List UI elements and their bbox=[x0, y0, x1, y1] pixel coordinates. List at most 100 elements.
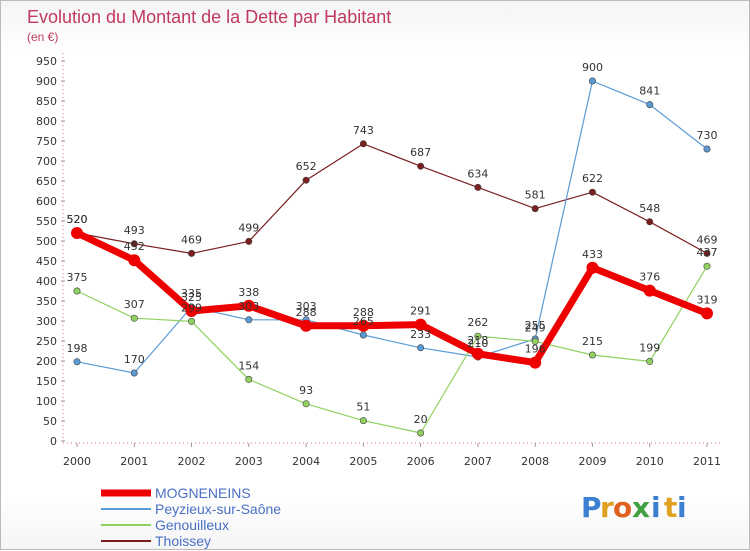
data-label: 437 bbox=[697, 246, 718, 259]
data-label: 325 bbox=[181, 291, 202, 304]
y-tick-label: 250 bbox=[36, 335, 57, 348]
data-label: 233 bbox=[410, 328, 431, 341]
data-point bbox=[529, 356, 542, 369]
y-tick-label: 50 bbox=[43, 415, 57, 428]
y-tick-label: 0 bbox=[50, 435, 57, 448]
data-label: 900 bbox=[582, 61, 603, 74]
y-tick-label: 350 bbox=[36, 295, 57, 308]
y-tick-label: 550 bbox=[36, 215, 57, 228]
data-label: 170 bbox=[124, 353, 145, 366]
y-tick-label: 150 bbox=[36, 375, 57, 388]
y-tick-label: 900 bbox=[36, 75, 57, 88]
data-point bbox=[474, 183, 482, 191]
series-line bbox=[75, 229, 709, 367]
x-tick-label: 2008 bbox=[521, 455, 549, 468]
data-label: 199 bbox=[639, 341, 660, 354]
data-point bbox=[646, 218, 654, 226]
logo-letter: i bbox=[651, 491, 661, 524]
data-label: 433 bbox=[582, 248, 603, 261]
data-point bbox=[588, 188, 596, 196]
data-point bbox=[359, 140, 367, 148]
legend-label: Thoissey bbox=[155, 533, 211, 549]
data-point bbox=[130, 240, 138, 248]
x-tick-label: 2011 bbox=[693, 455, 721, 468]
data-point bbox=[417, 344, 425, 352]
data-label: 265 bbox=[353, 315, 374, 328]
data-label: 376 bbox=[639, 271, 660, 284]
y-tick-label: 750 bbox=[36, 135, 57, 148]
chart-title: Evolution du Montant de la Dette par Hab… bbox=[27, 7, 391, 27]
chart-subtitle: (en €) bbox=[27, 30, 58, 44]
y-tick-label: 200 bbox=[36, 355, 57, 368]
series-layer bbox=[71, 77, 713, 437]
data-label: 730 bbox=[697, 129, 718, 142]
data-labels: 520 452 325 338 288 288 291 218 196 433 376 319 198 1… bbox=[67, 61, 718, 426]
data-label: 499 bbox=[238, 221, 259, 234]
data-label: 249 bbox=[525, 321, 546, 334]
logo-letter: r bbox=[600, 491, 614, 524]
data-point bbox=[300, 319, 313, 332]
x-tick-label: 2006 bbox=[407, 455, 435, 468]
logo-letter: i bbox=[677, 491, 687, 524]
data-label: 452 bbox=[124, 240, 145, 253]
data-label: 841 bbox=[639, 85, 660, 98]
data-point bbox=[188, 249, 196, 257]
data-label: 218 bbox=[467, 334, 488, 347]
y-tick-label: 300 bbox=[36, 315, 57, 328]
data-label: 196 bbox=[525, 343, 546, 356]
y-tick-label: 600 bbox=[36, 195, 57, 208]
logo-letter: t bbox=[664, 491, 677, 524]
data-label: 520 bbox=[67, 213, 88, 226]
y-tick-label: 450 bbox=[36, 255, 57, 268]
y-tick-label: 850 bbox=[36, 95, 57, 108]
data-point bbox=[646, 357, 654, 365]
data-point bbox=[643, 284, 656, 297]
data-point bbox=[588, 351, 596, 359]
y-tick-label: 100 bbox=[36, 395, 57, 408]
data-point bbox=[73, 287, 81, 295]
y-tick-label: 800 bbox=[36, 115, 57, 128]
data-label: 493 bbox=[124, 224, 145, 237]
data-point bbox=[359, 331, 367, 339]
data-label: 288 bbox=[296, 306, 317, 319]
data-label: 581 bbox=[525, 189, 546, 202]
y-tick-label: 650 bbox=[36, 175, 57, 188]
data-label: 303 bbox=[296, 300, 317, 313]
data-label: 338 bbox=[238, 286, 259, 299]
data-label: 299 bbox=[181, 301, 202, 314]
data-label: 634 bbox=[467, 167, 488, 180]
data-point bbox=[417, 429, 425, 437]
x-tick-label: 2002 bbox=[178, 455, 206, 468]
data-label: 210 bbox=[467, 337, 488, 350]
data-point bbox=[130, 314, 138, 322]
axes: 0 50 100 150 200 250 300 350 400 450 500 550 600 650 7… bbox=[36, 53, 721, 468]
series-line bbox=[76, 80, 708, 374]
data-label: 93 bbox=[299, 384, 313, 397]
data-point bbox=[130, 369, 138, 377]
proxiti-logo: Pr o x i t i bbox=[581, 491, 687, 524]
data-label: 469 bbox=[697, 233, 718, 246]
data-point bbox=[646, 101, 654, 109]
data-point bbox=[588, 77, 596, 85]
series-line bbox=[76, 143, 708, 254]
data-label: 288 bbox=[353, 306, 374, 319]
x-tick-label: 2000 bbox=[63, 455, 91, 468]
data-label: 307 bbox=[124, 298, 145, 311]
data-point bbox=[73, 358, 81, 366]
data-point bbox=[245, 375, 253, 383]
y-tick-label: 700 bbox=[36, 155, 57, 168]
data-point bbox=[242, 299, 255, 312]
x-tick-label: 2009 bbox=[578, 455, 606, 468]
data-point bbox=[245, 316, 253, 324]
data-point bbox=[302, 400, 310, 408]
x-tick-label: 2003 bbox=[235, 455, 263, 468]
data-label: 20 bbox=[414, 413, 428, 426]
data-point bbox=[245, 237, 253, 245]
legend-label: Peyzieux-sur-Saône bbox=[155, 501, 281, 517]
data-point bbox=[188, 317, 196, 325]
data-point bbox=[703, 262, 711, 270]
logo-letter: o bbox=[613, 491, 632, 524]
legend-label: Genouilleux bbox=[155, 517, 229, 533]
data-point bbox=[302, 176, 310, 184]
data-label: 262 bbox=[467, 316, 488, 329]
